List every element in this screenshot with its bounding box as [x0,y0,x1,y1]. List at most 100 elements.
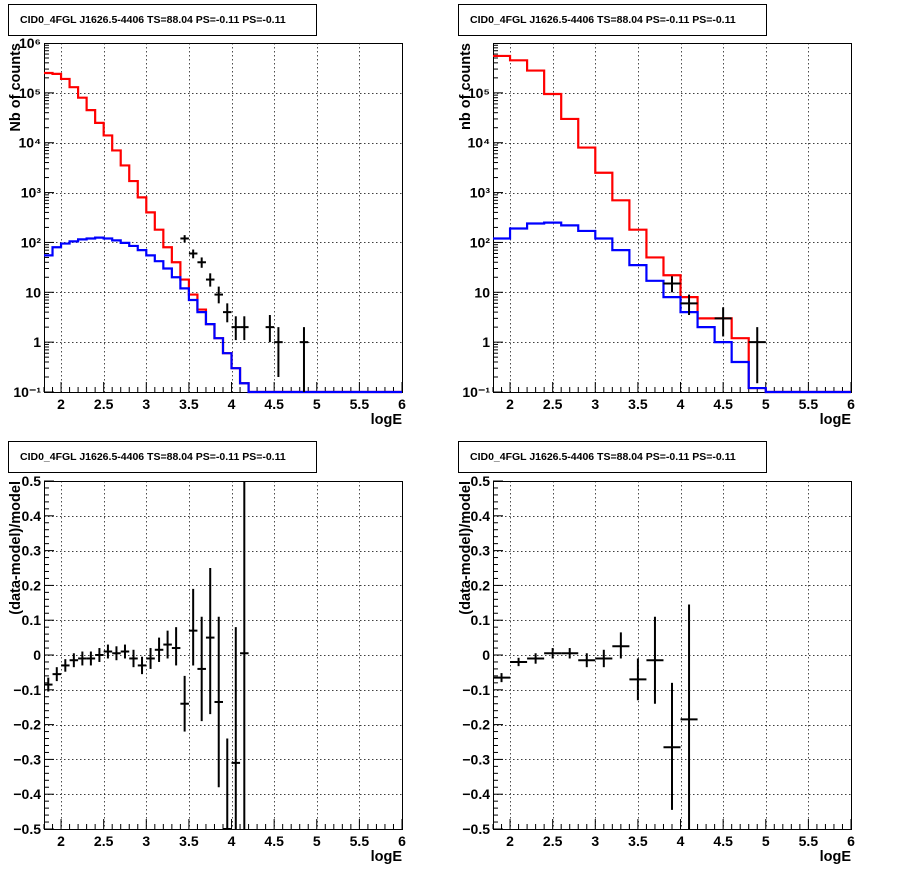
x-tick-label: 2 [57,833,65,849]
data-point [265,315,275,343]
data-point [61,659,70,672]
y-tick-label: −0.2 [462,717,490,733]
data-point [69,653,79,668]
y-tick-label: 0.3 [22,543,42,559]
y-tick-label: −0.5 [462,821,490,837]
data-point [214,286,223,304]
data-point [44,677,53,692]
data-point [231,627,241,829]
data-point [146,648,155,669]
y-tick-label: 1 [33,334,41,350]
y-tick-label: 10³ [470,185,491,201]
y-tick-label: −0.1 [462,682,490,698]
chart-title: CID0_4FGL J1626.5-4406 TS=88.04 PS=-0.11… [470,451,736,463]
data-point [180,235,189,243]
x-tick-label: 4.5 [713,396,733,412]
x-tick-label: 3 [591,833,599,849]
data-point [120,644,130,659]
x-tick-label: 2 [57,396,65,412]
x-tick-label: 3.5 [179,833,199,849]
x-tick-label: 5 [762,396,770,412]
title-box [458,441,767,473]
x-tick-label: 6 [398,833,406,849]
x-axis-label: logE [820,412,852,428]
data-point [197,616,206,722]
data-point [561,648,579,659]
x-tick-label: 4 [677,396,685,412]
data-point [680,294,698,316]
y-tick-label: 0.2 [471,577,491,593]
y-tick-label: 10⁵ [19,85,41,101]
y-tick-label: 0.4 [22,508,42,524]
data-point [274,327,283,377]
data-point [214,616,223,788]
data-point [154,637,164,662]
data-point [527,653,545,664]
x-tick-label: 3.5 [628,396,648,412]
y-tick-label: 10⁵ [468,85,490,101]
x-tick-label: 2.5 [543,396,563,412]
x-tick-label: 2.5 [94,396,114,412]
y-tick-label: 0.1 [471,612,491,628]
data-point [595,649,613,668]
data-point [163,630,172,659]
data-point [52,667,62,682]
x-tick-label: 5.5 [350,833,370,849]
y-tick-label: 1 [482,334,490,350]
data-point [629,658,647,701]
y-tick-label: 0.3 [471,543,491,559]
x-tick-label: 4.5 [713,833,733,849]
data-point [86,651,96,666]
x-tick-label: 3 [591,396,599,412]
data-point [205,568,215,715]
y-tick-label: 10⁶ [19,35,41,51]
x-tick-label: 4 [677,833,685,849]
plot-frame [493,43,852,393]
data-point [95,648,104,662]
data-point [510,657,528,667]
data-point [493,673,511,683]
data-point [578,653,596,668]
y-tick-label: 10² [21,234,42,250]
chart-panel-1: CID0_4FGL J1626.5-4406 TS=88.04 PS=-0.11… [8,4,406,428]
y-tick-label: 10⁴ [468,135,491,151]
x-tick-label: 6 [847,396,855,412]
data-point [646,616,664,704]
data-point [188,588,198,666]
y-tick-label: 0.1 [22,612,42,628]
title-box [8,4,317,36]
title-box [458,4,767,36]
y-tick-label: −0.3 [462,751,490,767]
data-point [171,627,181,666]
chart-title: CID0_4FGL J1626.5-4406 TS=88.04 PS=-0.11… [470,14,736,26]
y-axis-label: (data-model)/model [458,481,474,615]
x-tick-label: 4.5 [264,396,284,412]
data-point [223,738,232,830]
data-point [663,276,681,293]
x-tick-label: 5.5 [799,396,819,412]
y-tick-label: 0.5 [22,473,42,489]
y-tick-label: 10⁻¹ [13,384,41,400]
x-axis-label: logE [820,849,852,865]
x-axis-label: logE [371,849,403,865]
y-tick-label: −0.1 [13,682,41,698]
chart-panel-3: CID0_4FGL J1626.5-4406 TS=88.04 PS=-0.11… [8,441,406,865]
y-axis-label: nb of counts [458,43,474,130]
data-point [231,316,241,341]
x-tick-label: 3.5 [179,396,199,412]
chart-title: CID0_4FGL J1626.5-4406 TS=88.04 PS=-0.11… [20,14,286,26]
x-tick-label: 6 [398,396,406,412]
x-tick-label: 2.5 [94,833,114,849]
x-tick-label: 4.5 [264,833,284,849]
x-tick-label: 6 [847,833,855,849]
y-tick-label: −0.4 [462,786,490,802]
data-point [205,273,215,287]
x-tick-label: 5.5 [350,396,370,412]
y-tick-label: 10⁻¹ [462,384,490,400]
chart-title: CID0_4FGL J1626.5-4406 TS=88.04 PS=-0.11… [20,451,286,463]
data-point [299,327,309,392]
data-point [240,316,249,341]
x-tick-label: 4 [228,833,236,849]
x-tick-label: 2 [506,396,514,412]
